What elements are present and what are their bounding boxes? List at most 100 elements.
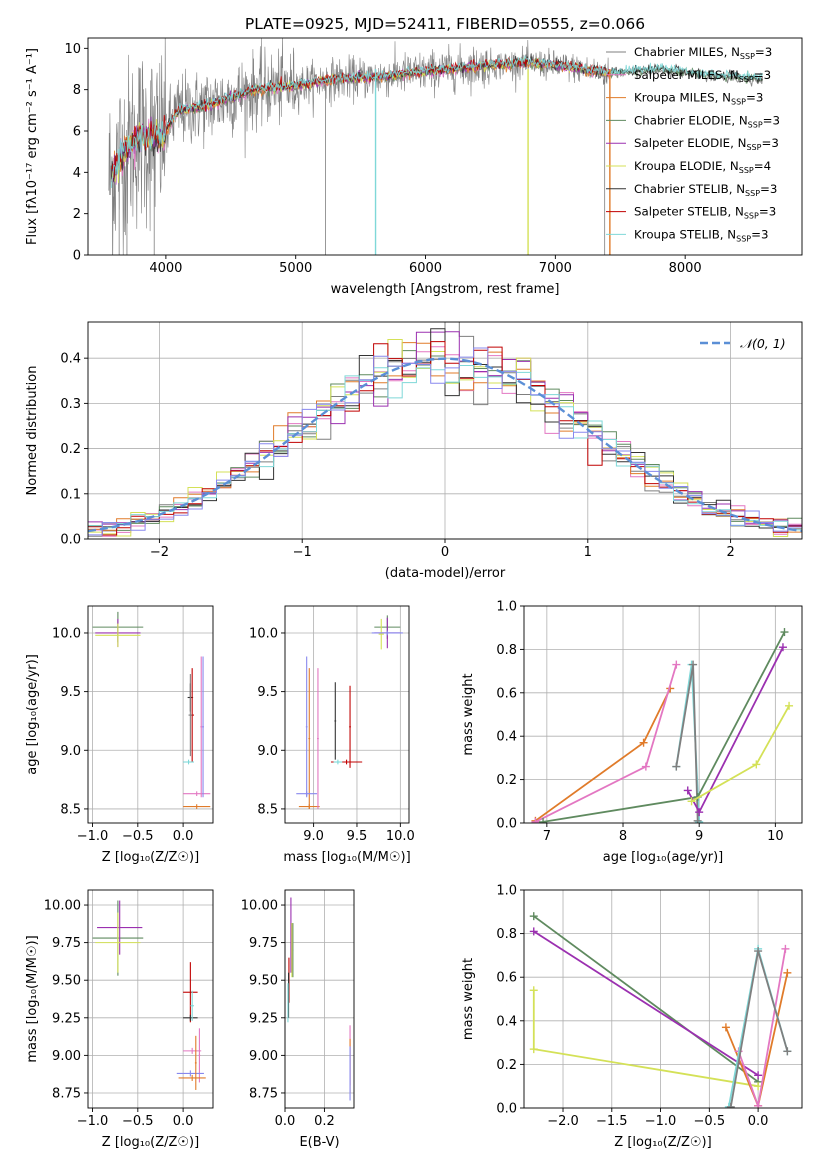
axes-frame: [284, 889, 355, 1109]
plus-marker: [783, 968, 792, 977]
x-axis-label: age [log₁₀(age/yr)]: [603, 850, 724, 865]
error-point: [349, 685, 351, 768]
weight-line: [533, 915, 759, 1083]
plus-marker: [539, 817, 548, 823]
y-tick-label: 9.0: [257, 744, 278, 759]
model-line: [111, 56, 611, 179]
x-axis-label: E(B-V): [299, 1135, 339, 1150]
plot-area: [529, 912, 792, 1108]
plus-marker: [754, 1101, 763, 1108]
legend-entry: Salpeter STELIB, NSSP=3: [634, 205, 776, 221]
x-tick-label: −1.5: [596, 1114, 628, 1129]
error-point: [305, 656, 308, 798]
grid: [524, 605, 802, 824]
x-tick-label: 8: [619, 829, 627, 844]
y-axis-label: Normed distribution: [25, 366, 40, 496]
y-tick-label: 10.00: [241, 899, 278, 914]
y-tick-label: 8: [73, 83, 81, 98]
plot-area: [287, 897, 351, 1101]
error-point: [190, 990, 194, 1021]
y-tick-label: 8.5: [257, 802, 278, 817]
plus-marker: [778, 643, 787, 652]
y-tick-label: 0.3: [60, 397, 81, 412]
x-tick-label: −2.0: [547, 1114, 579, 1129]
error-point: [183, 791, 211, 797]
y-tick-label: 4: [73, 166, 81, 181]
y-tick-label: 9.75: [249, 936, 278, 951]
x-tick-label: 0.0: [748, 1114, 769, 1129]
error-point: [349, 1046, 351, 1101]
error-point: [97, 900, 143, 955]
x-tick-label: 10.0: [386, 829, 415, 844]
x-tick-label: 10: [767, 829, 784, 844]
x-axis-label: Z [log₁₀(Z/Z☉)]: [102, 1135, 199, 1150]
x-tick-label: −1.0: [77, 1114, 109, 1129]
x-tick-label: −0.5: [694, 1114, 726, 1129]
y-axis-label: mass weight: [461, 673, 476, 755]
x-tick-label: −1.0: [645, 1114, 677, 1129]
error-point: [287, 983, 289, 1023]
y-tick-label: 8.75: [52, 1086, 81, 1101]
chart-weight_vs_age: 7 8 9 10 0.0 0.2 0.4 0.6 0.8 1.0 age [log₁₀(age/yr…: [461, 600, 803, 865]
y-tick-label: 0.6: [496, 971, 517, 986]
error-point: [183, 1047, 202, 1054]
y-tick-label: 9.00: [249, 1049, 278, 1064]
y-tick-label: 0.2: [60, 442, 81, 457]
plus-marker: [785, 701, 794, 710]
y-tick-label: 1.0: [496, 884, 517, 899]
x-axis-label: Z [log₁₀(Z/Z☉)]: [614, 1135, 711, 1150]
chart-residuals: −2 −1 0 1 2 0.0 0.1 0.2 0.3 0.4 (data-model)/error…: [25, 321, 803, 581]
plus-marker: [529, 927, 538, 936]
error-point: [317, 668, 319, 809]
weight-line: [534, 664, 678, 823]
x-tick-label: −1.0: [77, 829, 109, 844]
x-tick-label: 8000: [669, 261, 702, 276]
plus-marker: [726, 1102, 735, 1108]
y-tick-label: 0.8: [496, 643, 517, 658]
plus-marker: [639, 738, 648, 747]
y-tick-label: 10.00: [44, 899, 81, 914]
plus-marker: [695, 808, 704, 817]
y-tick-label: 9.50: [52, 974, 81, 989]
axes-frame: [523, 889, 803, 1109]
y-tick-label: 10.0: [249, 626, 278, 641]
model-line: [110, 55, 763, 189]
y-tick-label: 9.5: [257, 685, 278, 700]
error-point: [334, 682, 337, 760]
y-axis-label: mass weight: [461, 958, 476, 1040]
plus-marker: [672, 660, 681, 669]
weight-line: [691, 705, 790, 803]
plot-area: [531, 628, 794, 823]
plot-area: [92, 900, 206, 1090]
chart-weight_vs_Z: −2.0 −1.5 −1.0 −0.5 0.0 0.0 0.2 0.4 0.6 0.8 1.0 Z […: [461, 884, 803, 1150]
weight-line: [532, 990, 759, 1088]
y-tick-label: 0.2: [496, 773, 517, 788]
gaussian-line: [88, 357, 802, 533]
y-tick-label: 10.0: [52, 626, 81, 641]
error-point: [292, 923, 294, 978]
error-point: [176, 1070, 204, 1077]
weight-line: [542, 631, 786, 823]
y-tick-label: 0.0: [60, 533, 81, 548]
legend-entry: Salpeter ELODIE, NSSP=3: [634, 136, 779, 152]
error-point: [198, 1028, 201, 1083]
plus-marker: [781, 944, 790, 953]
chart-title: PLATE=0925, MJD=52411, FIBERID=0555, z=0…: [245, 15, 645, 33]
x-tick-label: 0.0: [173, 1114, 194, 1129]
legend-entry: Kroupa MILES, NSSP=3: [634, 91, 763, 107]
plus-marker: [687, 797, 696, 806]
y-axis-label: Flux [fλ10⁻¹⁷ erg cm⁻² s⁻¹ A⁻¹]: [25, 48, 40, 245]
error-point: [371, 630, 403, 636]
y-tick-label: 0.2: [496, 1058, 517, 1073]
y-tick-label: 8.5: [60, 802, 81, 817]
x-tick-label: −2: [150, 545, 169, 560]
y-tick-label: 9.0: [60, 744, 81, 759]
legend-entry: Kroupa STELIB, NSSP=3: [634, 227, 768, 243]
error-point: [333, 759, 343, 765]
plus-marker: [531, 817, 540, 823]
axes-frame: [87, 889, 214, 1109]
x-axis-label: wavelength [Angstrom, rest frame]: [331, 282, 560, 297]
error-point: [178, 1074, 206, 1081]
plus-marker: [693, 816, 702, 823]
plus-marker: [752, 760, 761, 769]
